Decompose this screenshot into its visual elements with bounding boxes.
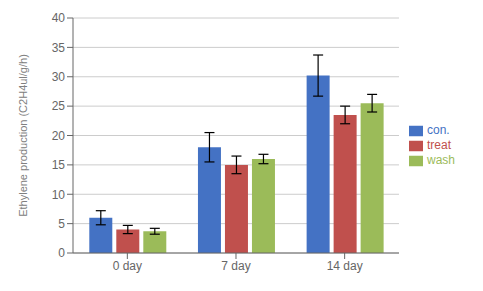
html-text:treat: treat [427,138,451,153]
svg-text:15: 15 [52,158,66,172]
html-text:con.: con. [427,123,450,138]
svg-text:35: 35 [52,41,66,55]
svg-text:20: 20 [52,129,66,143]
svg-text:25: 25 [52,99,66,113]
svg-text:5: 5 [58,217,65,231]
svg-text:30: 30 [52,70,66,84]
svg-text:10: 10 [52,188,66,202]
svg-text:7 day: 7 day [221,259,250,273]
svg-text:40: 40 [52,11,66,25]
svg-text:0 day: 0 day [113,259,142,273]
svg-text:Ethylene production (C2H4ul/g/: Ethylene production (C2H4ul/g/h) [17,54,29,217]
svg-text:0: 0 [58,246,65,260]
svg-text:14 day: 14 day [327,259,363,273]
html-text:wash: wash [427,152,455,167]
